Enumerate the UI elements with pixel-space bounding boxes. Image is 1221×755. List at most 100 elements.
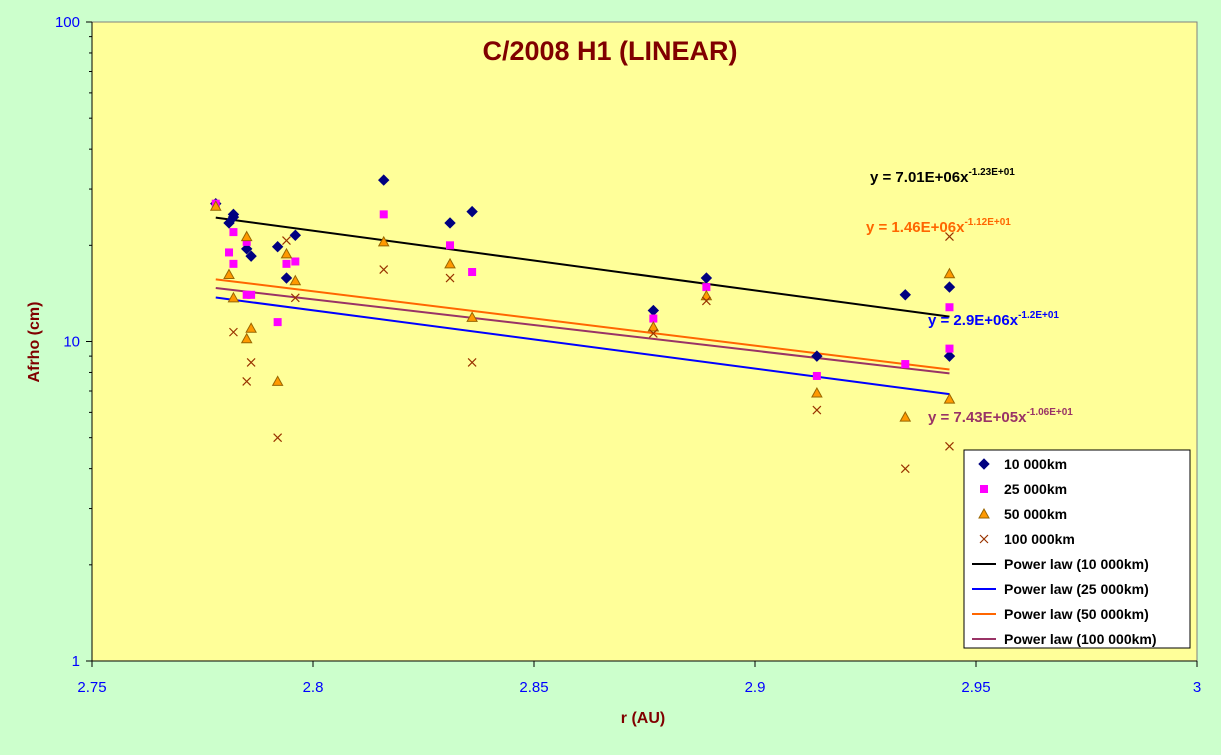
data-point-series-3 [209, 200, 222, 211]
data-point-series-2 [229, 259, 238, 268]
data-point-series-2 [702, 283, 711, 292]
fit-line-4 [215, 287, 950, 375]
legend-label: Power law (25 000km) [1004, 581, 1149, 597]
x-tick-label: 2.85 [519, 679, 548, 696]
fit-lines [215, 216, 950, 396]
data-point-series-3 [943, 393, 956, 404]
data-point-series-4 [945, 441, 954, 451]
data-point-series-1 [245, 250, 257, 262]
fit-equation-exponent: -1.12E+01 [964, 217, 1011, 228]
data-point-series-1 [289, 229, 302, 241]
fit-equations: y = 7.01E+06x-1.23E+01 y = 2.9E+06x-1.2E+… [866, 167, 1073, 426]
data-point-series-4 [900, 464, 910, 474]
fit-equation-2: y = 2.9E+06x-1.2E+01 [928, 310, 1059, 329]
legend-label: 10 000km [1004, 456, 1067, 472]
x-tick-label: 3 [1193, 679, 1201, 696]
data-point-series-4 [467, 358, 477, 367]
data-point-series-3 [466, 311, 478, 322]
data-point-series-3 [245, 322, 257, 333]
data-point-series-4 [701, 296, 711, 306]
x-tick-label: 2.9 [745, 679, 766, 696]
data-point-series-4 [648, 328, 658, 338]
data-point-series-4 [379, 265, 389, 274]
legend-label: 50 000km [1004, 506, 1067, 522]
data-point-series-4 [945, 232, 954, 242]
data-point-series-3 [899, 411, 912, 422]
data-point-series-4 [273, 433, 283, 443]
legend-label: 100 000km [1004, 531, 1075, 547]
data-point-series-1 [240, 243, 253, 255]
fit-line-3 [215, 278, 950, 371]
data-point-series-2 [901, 360, 910, 369]
fit-equation-4: y = 7.43E+05x-1.06E+01 [928, 407, 1073, 426]
data-point-series-3 [811, 386, 823, 398]
y-axis-title: Afrho (cm) [26, 302, 43, 383]
y-tick-label: 10 [63, 334, 80, 351]
data-point-series-2 [945, 303, 954, 312]
fit-equation-1: y = 7.01E+06x-1.23E+01 [870, 167, 1015, 186]
fit-equation-base: y = 1.46E+06x [866, 219, 965, 236]
legend: 10 000km 25 000km 50 000km 100 000km Power l… [963, 449, 1191, 649]
fit-equation-base: y = 2.9E+06x [928, 312, 1019, 329]
data-point-series-2 [229, 228, 238, 237]
x-tick-label: 2.95 [961, 679, 990, 696]
fit-line-2 [215, 296, 950, 396]
x-tick-label: 2.8 [303, 679, 324, 696]
data-point-series-3 [271, 375, 284, 386]
fit-equation-exponent: -1.06E+01 [1026, 407, 1073, 418]
fit-equation-base: y = 7.01E+06x [870, 169, 969, 186]
data-point-series-1 [378, 174, 390, 186]
data-point-series-4 [290, 293, 300, 303]
data-point-series-4 [445, 273, 455, 283]
legend-label: 25 000km [1004, 481, 1067, 497]
fit-line-1 [215, 216, 950, 318]
data-point-series-3 [223, 268, 235, 280]
legend-marker-4 [979, 534, 989, 544]
data-point-series-1 [444, 217, 456, 229]
legend-marker-3 [978, 507, 990, 519]
data-point-series-2 [379, 210, 388, 219]
data-point-series-4 [246, 358, 256, 367]
data-point-series-2 [649, 314, 658, 323]
legend-label: Power law (50 000km) [1004, 606, 1149, 622]
data-point-series-1 [280, 272, 293, 284]
data-point-series-2 [225, 248, 234, 257]
x-axis-title: r (AU) [621, 710, 665, 727]
data-point-series-1 [811, 350, 823, 362]
data-point-series-2 [282, 259, 291, 268]
data-point-series-1 [700, 272, 713, 284]
data-point-series-3 [240, 332, 253, 344]
legend-label: Power law (10 000km) [1004, 556, 1149, 572]
fit-equation-exponent: -1.23E+01 [968, 167, 1015, 178]
data-point-series-2 [446, 241, 455, 250]
fit-equation-base: y = 7.43E+05x [928, 409, 1027, 426]
data-point-series-2 [247, 290, 256, 299]
data-point-series-3 [240, 230, 253, 242]
y-tick-label: 1 [72, 653, 80, 670]
data-point-series-1 [466, 205, 478, 218]
chart-title: C/2008 H1 (LINEAR) [482, 36, 737, 66]
data-point-series-4 [282, 236, 291, 245]
data-point-series-1 [943, 281, 956, 293]
data-point-series-4 [812, 405, 822, 415]
data-point-series-3 [377, 235, 390, 247]
data-point-series-2 [242, 237, 251, 246]
fit-equation-3: y = 1.46E+06x-1.12E+01 [866, 217, 1011, 236]
data-point-series-3 [280, 247, 293, 259]
data-points [209, 174, 956, 474]
x-tick-label: 2.75 [77, 679, 106, 696]
data-point-series-2 [242, 290, 251, 299]
legend-marker-2 [980, 485, 988, 493]
data-point-series-1 [943, 350, 956, 362]
data-point-series-3 [943, 267, 956, 279]
legend-marker-1 [978, 458, 990, 470]
legend-label: Power law (100 000km) [1004, 631, 1157, 647]
data-point-series-2 [291, 257, 300, 266]
data-point-series-4 [229, 327, 238, 337]
data-point-series-2 [273, 318, 282, 327]
legend-box [963, 449, 1191, 649]
data-point-series-1 [227, 208, 240, 221]
data-point-series-1 [271, 241, 284, 253]
data-point-series-2 [945, 344, 954, 353]
